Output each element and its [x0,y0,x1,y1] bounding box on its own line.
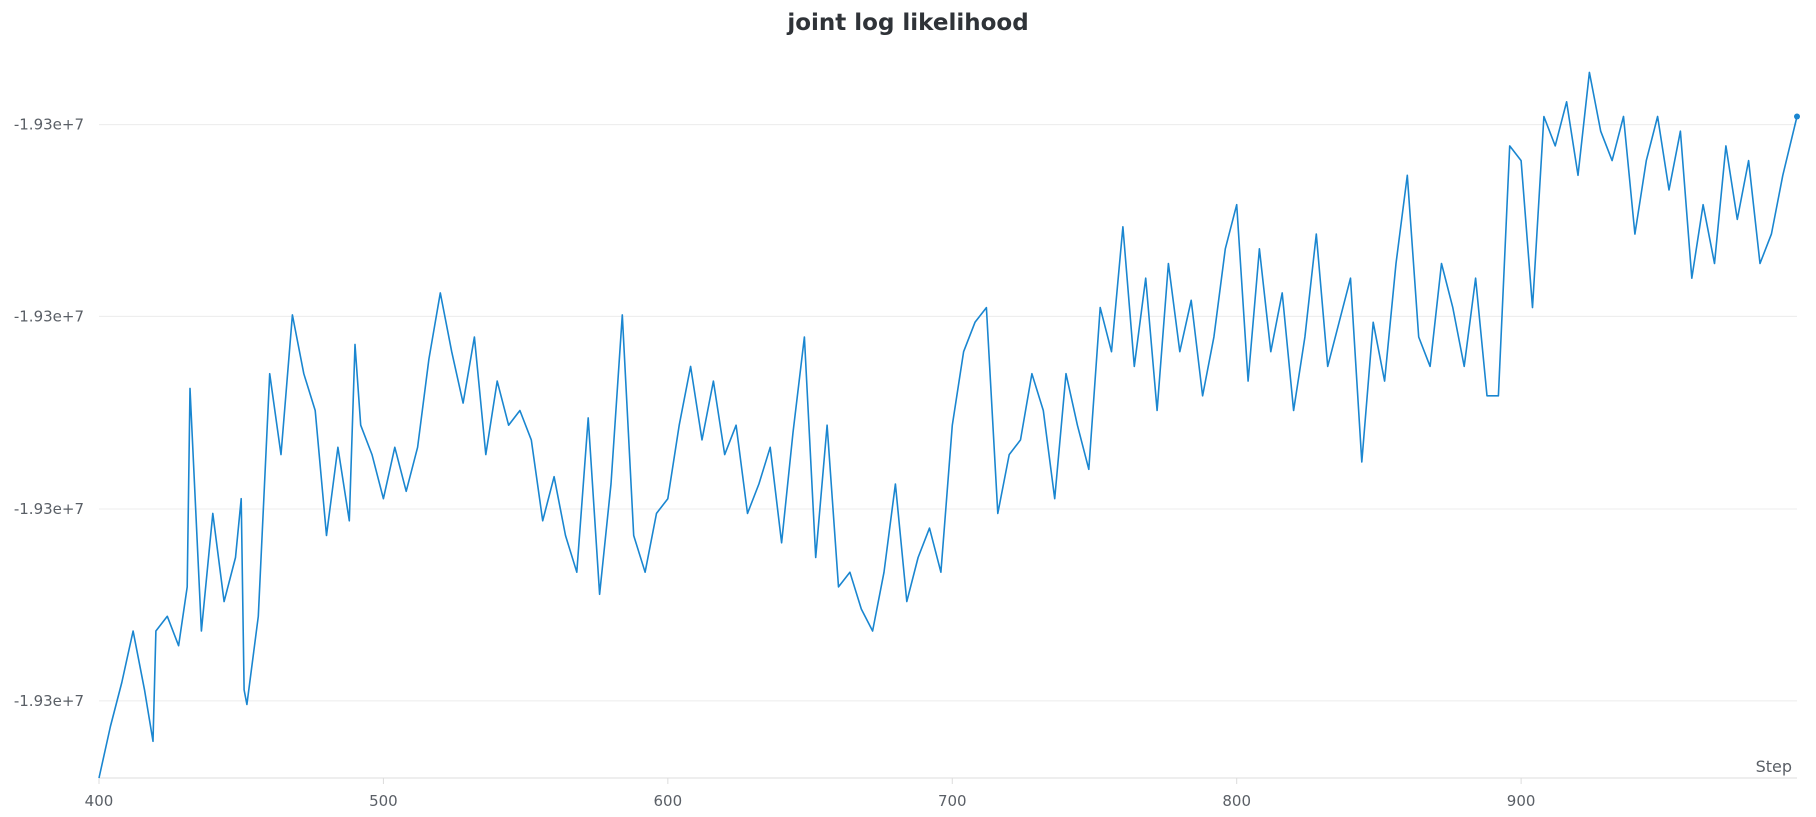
label-layer: -1.93e+7 -1.93e+7 -1.93e+7 -1.93e+7 400 500 60… [14,116,1792,810]
x-tick-label: 900 [1507,792,1536,810]
series-layer [98,71,1800,779]
axis-layer [98,777,1797,784]
x-tick-label: 800 [1222,792,1251,810]
x-axis-title: Step [1756,757,1792,776]
y-tick-label: -1.93e+7 [14,692,84,710]
series-end-marker [1794,113,1800,120]
chart-title: joint log likelihood [787,10,1029,36]
grid-layer [99,124,1797,702]
series-line [98,71,1798,779]
x-tick-label: 400 [85,792,114,810]
y-tick-label: -1.93e+7 [14,500,84,518]
x-tick-label: 700 [938,792,967,810]
y-tick-label: -1.93e+7 [14,116,84,134]
x-tick-label: 600 [654,792,683,810]
y-tick-label: -1.93e+7 [14,307,84,325]
x-tick-label: 500 [369,792,398,810]
